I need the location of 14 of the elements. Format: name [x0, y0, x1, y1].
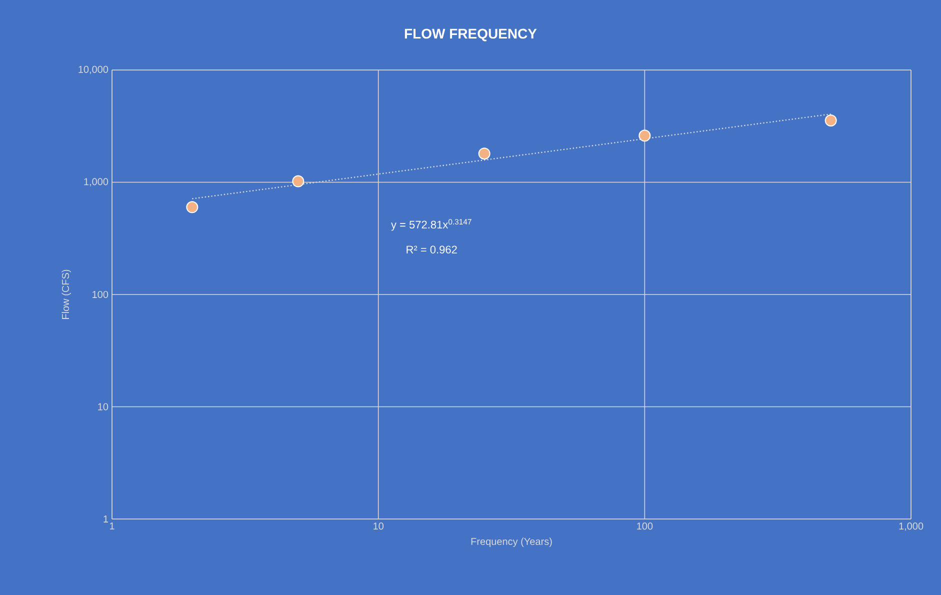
y-tick-label: 1 [104, 516, 108, 522]
y-axis-title: Flow (CFS) [62, 270, 72, 319]
y-tick-label: 100 [92, 290, 108, 298]
annotation: R² = 0.962 [406, 246, 457, 254]
x-tick-label: 1 [110, 522, 114, 530]
x-axis-title: Frequency (Years) [471, 538, 552, 547]
y-tick-label: 10,000 [78, 66, 108, 74]
y-tick-label: 10 [98, 403, 108, 410]
x-tick-label: 100 [637, 522, 653, 530]
annotation: y = 572.81x$^{0.3147}$ [391, 219, 472, 231]
x-tick-label: 1,000 [899, 522, 924, 531]
chart-title: FLOW FREQUENCY [404, 28, 537, 42]
y-tick-label: 1,000 [84, 178, 108, 186]
x-tick-label: 10 [374, 522, 384, 530]
